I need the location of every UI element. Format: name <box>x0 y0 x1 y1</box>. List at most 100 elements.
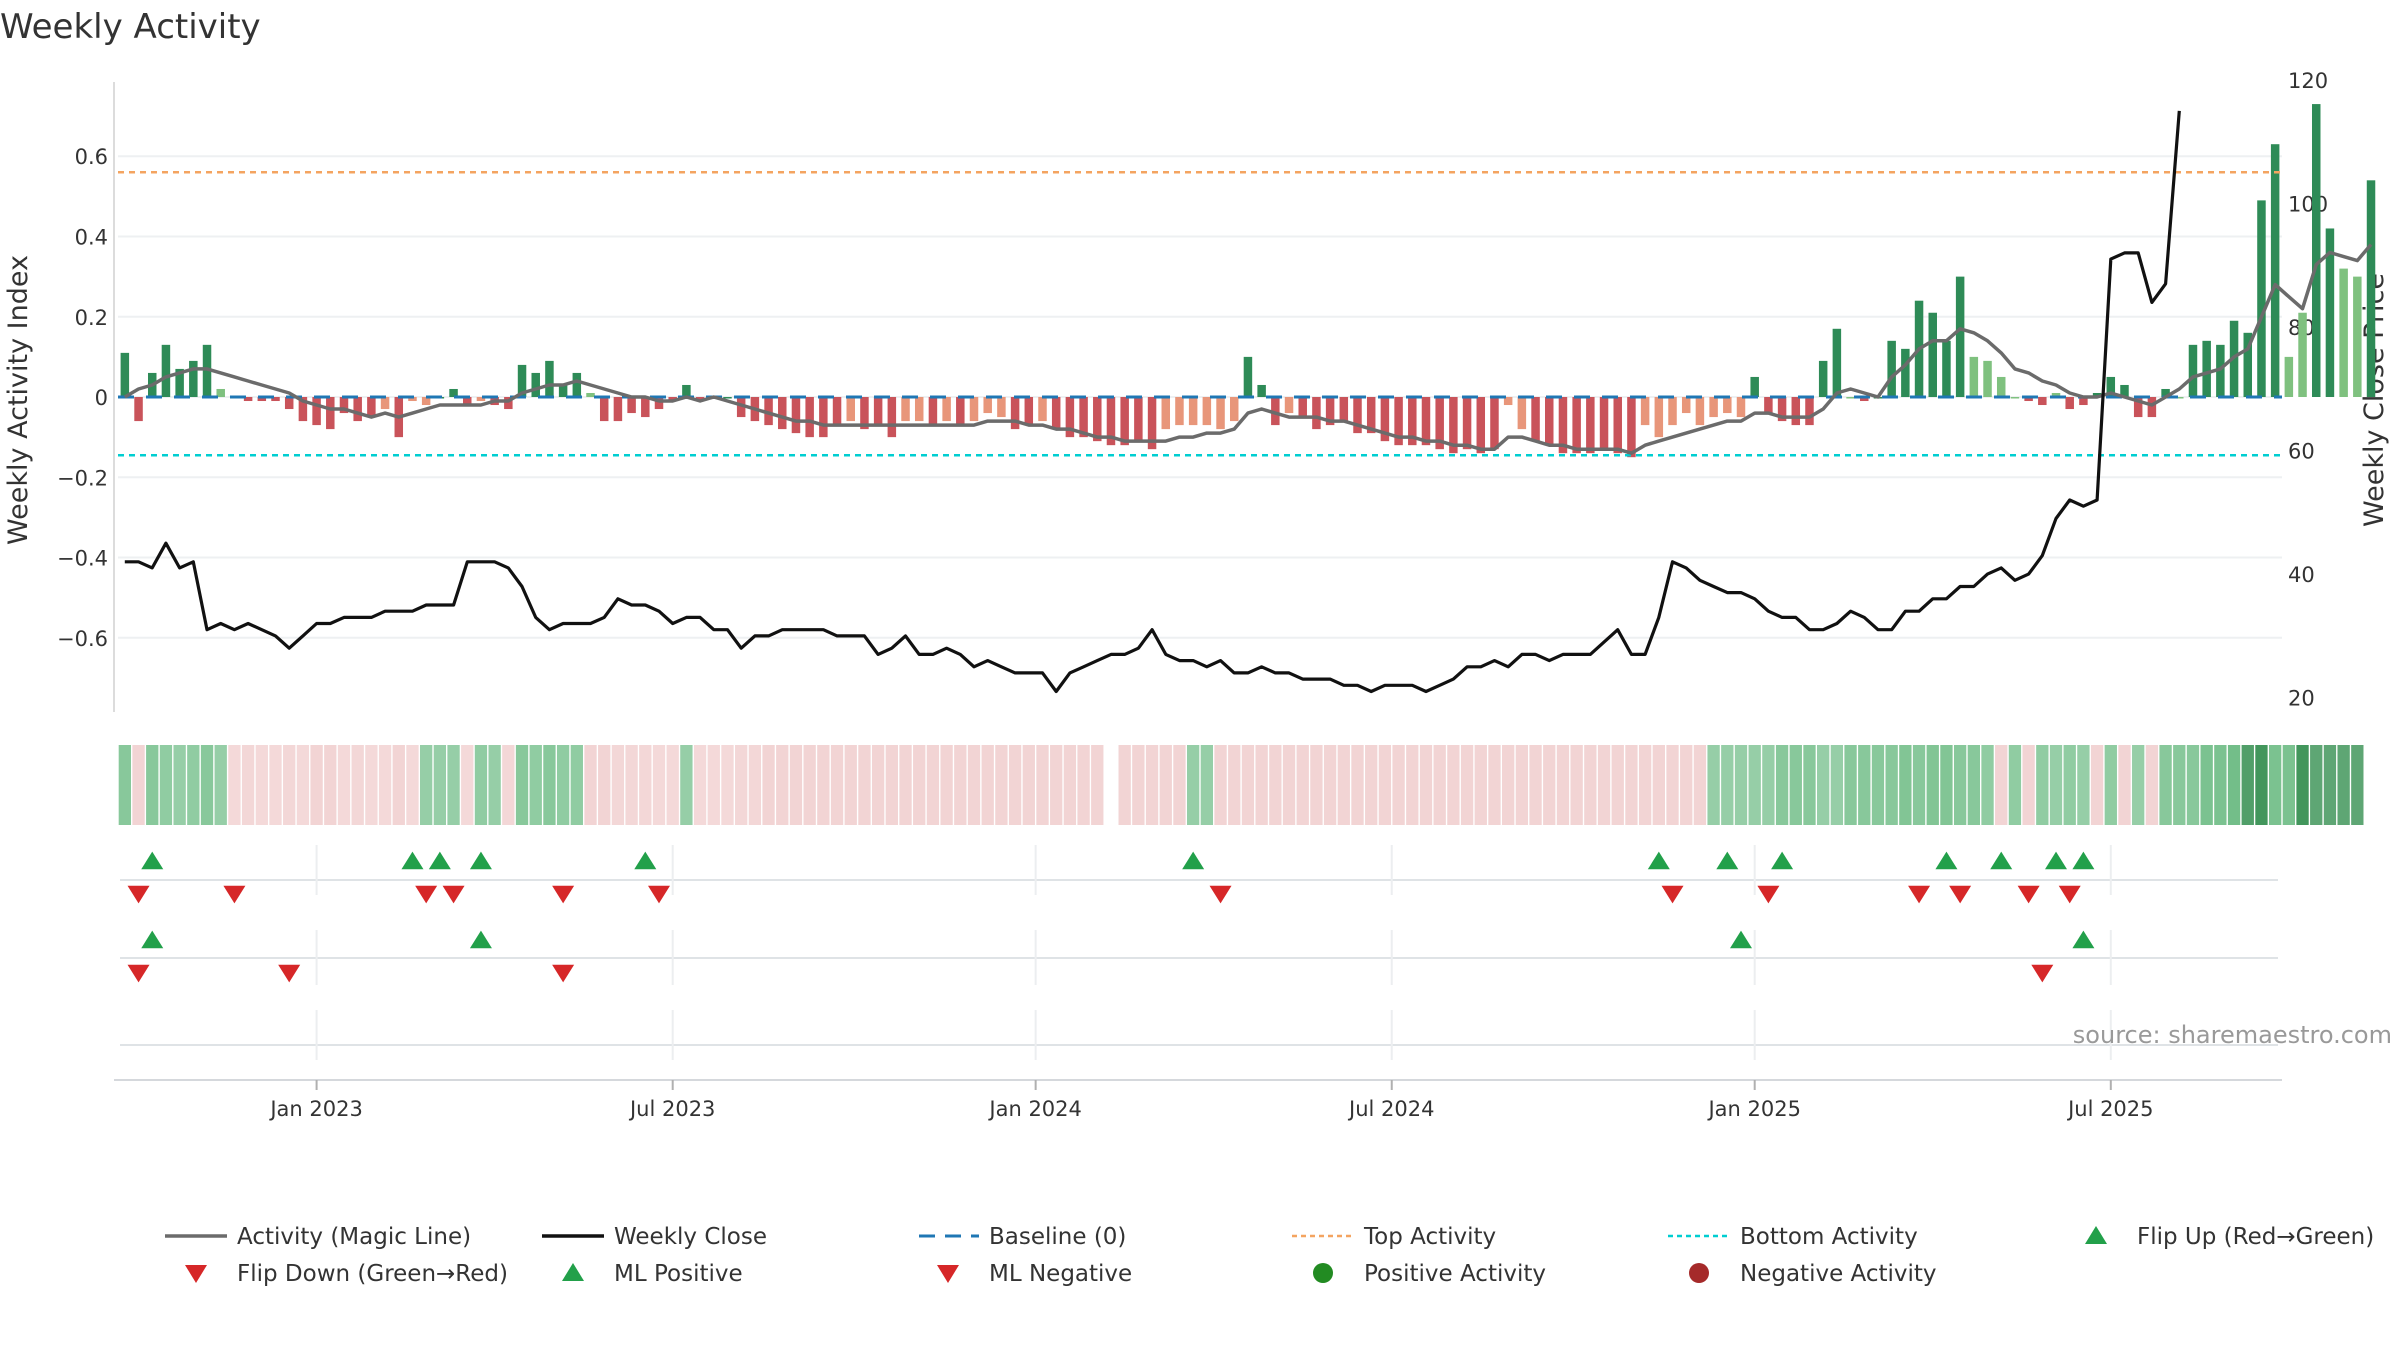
activity-bar <box>860 397 869 430</box>
activity-bar <box>1955 276 1965 398</box>
x-ticks: Jan 2023 Jul 2023 Jan 2024 Jul 2024 Jan 2025… <box>114 845 2282 1121</box>
activity-bar <box>887 397 897 438</box>
activity-cell <box>310 745 323 825</box>
activity-cell <box>1200 745 1214 825</box>
activity-cell <box>789 745 803 825</box>
activity-bar <box>2065 397 2074 410</box>
activity-bar <box>682 384 691 398</box>
activity-bar <box>1503 397 1513 406</box>
activity-bar <box>1668 397 1677 426</box>
legend-label: Positive Activity <box>1364 1261 1546 1287</box>
activity-bar <box>2216 344 2225 398</box>
activity-bar <box>271 397 280 402</box>
activity-bar <box>942 397 951 422</box>
activity-bar <box>1969 356 1979 398</box>
y2-tick-label: 100 <box>2288 193 2328 217</box>
y2-tick-label: 40 <box>2288 563 2315 587</box>
activity-bar <box>1572 397 1581 454</box>
activity-bar <box>2147 397 2157 418</box>
activity-cell <box>830 745 844 825</box>
activity-cell <box>2227 745 2241 825</box>
chart-title: Weekly Activity <box>0 7 261 47</box>
activity-bar <box>1846 397 1855 399</box>
activity-bar <box>736 397 746 418</box>
ml-positive-marker <box>2072 930 2095 949</box>
activity-bar <box>791 397 801 434</box>
activity-bar <box>1339 397 1349 422</box>
activity-cell <box>693 745 707 825</box>
activity-cell <box>1638 745 1652 825</box>
activity-cell <box>1734 745 1748 825</box>
activity-bar <box>805 397 814 438</box>
activity-cell <box>1241 745 1255 825</box>
activity-cell <box>1967 745 1980 825</box>
x-tick-label: Jan 2024 <box>987 1097 1082 1121</box>
y-tick-label: 0.2 <box>75 306 108 330</box>
activity-cell <box>324 745 337 825</box>
activity-cell <box>2159 745 2172 825</box>
activity-bar <box>1408 397 1417 446</box>
activity-cell <box>447 745 460 825</box>
activity-bar <box>202 344 212 398</box>
activity-bar <box>298 397 308 422</box>
activity-bar <box>1832 328 1842 398</box>
activity-cell <box>926 745 940 825</box>
activity-cell <box>2063 745 2076 825</box>
activity-cell <box>1885 745 1898 825</box>
activity-bar <box>421 397 431 406</box>
activity-cell <box>1323 745 1337 825</box>
flip-down-marker <box>1757 885 1780 904</box>
x-tick-label: Jul 2024 <box>1347 1097 1434 1121</box>
activity-cell <box>1310 745 1323 825</box>
activity-bar <box>449 388 458 398</box>
activity-bar <box>1996 376 2006 398</box>
activity-cell <box>2323 745 2337 825</box>
activity-bar <box>2010 397 2020 399</box>
activity-bar <box>1654 397 1664 438</box>
activity-cell <box>707 745 720 825</box>
activity-bar <box>1435 397 1444 450</box>
y-axis-label: Weekly Activity Index <box>3 255 34 545</box>
activity-bar <box>1243 356 1253 398</box>
activity-cell <box>556 745 570 825</box>
activity-cell <box>255 745 268 825</box>
ml-positive-marker <box>141 930 164 949</box>
flip-down-marker <box>223 885 246 904</box>
activity-cell <box>1693 745 1707 825</box>
activity-bar <box>1449 397 1458 454</box>
x-tick-label: Jan 2023 <box>268 1097 363 1121</box>
activity-bar <box>1079 397 1088 438</box>
activity-cell <box>1817 745 1830 825</box>
activity-cell <box>1721 745 1734 825</box>
activity-cell <box>187 745 200 825</box>
legend-label: Bottom Activity <box>1740 1224 1918 1250</box>
activity-bar <box>2353 276 2362 398</box>
activity-cell <box>1625 745 1638 825</box>
activity-bar <box>1134 397 1143 442</box>
activity-bar <box>1065 397 1075 438</box>
activity-bar <box>1380 397 1390 442</box>
legend-label: ML Positive <box>614 1261 743 1287</box>
flip-up-marker <box>2045 851 2068 870</box>
y2-ticks: 12010080604020 <box>2288 69 2328 711</box>
activity-bar <box>120 352 130 398</box>
activity-bar <box>367 397 376 418</box>
flip-up-marker <box>2072 851 2095 870</box>
activity-cell <box>1775 745 1789 825</box>
activity-bar <box>1216 397 1225 430</box>
activity-cell <box>2200 745 2213 825</box>
activity-cell <box>1652 745 1665 825</box>
activity-bar <box>2024 397 2033 402</box>
activity-cell <box>1447 745 1460 825</box>
y-tick-label: 0 <box>95 386 108 410</box>
activity-bar <box>2284 356 2294 398</box>
y2-tick-label: 120 <box>2288 69 2328 93</box>
activity-cell <box>858 745 871 825</box>
activity-bar <box>2325 228 2335 398</box>
activity-cell <box>173 745 186 825</box>
activity-cell <box>420 745 433 825</box>
flip-up-marker <box>1647 851 1670 870</box>
activity-bar <box>654 397 664 410</box>
activity-cell <box>1419 745 1433 825</box>
